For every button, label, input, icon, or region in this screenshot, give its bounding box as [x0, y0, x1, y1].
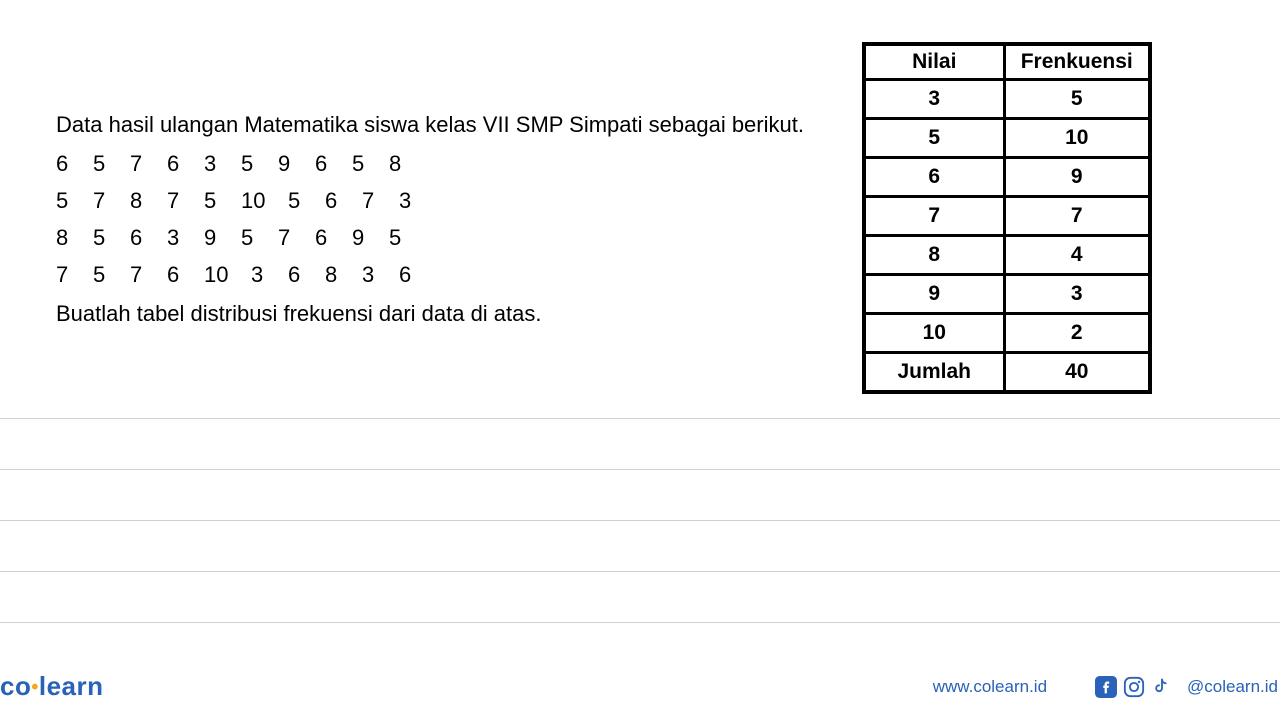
- data-value: 7: [130, 258, 167, 291]
- table-total-row: Jumlah 40: [864, 353, 1150, 393]
- data-value: 3: [399, 184, 436, 217]
- cell-nilai: 8: [864, 236, 1004, 275]
- data-value: 10: [204, 258, 251, 291]
- data-value: 3: [251, 258, 288, 291]
- footer-right: www.colearn.id @colearn.id: [933, 676, 1278, 698]
- data-value: 5: [204, 184, 241, 217]
- logo-co: co: [0, 671, 31, 701]
- data-value: 6: [167, 258, 204, 291]
- data-value: 8: [130, 184, 167, 217]
- data-value: 7: [278, 221, 315, 254]
- website-url: www.colearn.id: [933, 677, 1047, 697]
- data-value: 6: [130, 221, 167, 254]
- cell-nilai: 7: [864, 197, 1004, 236]
- data-value: 7: [362, 184, 399, 217]
- table-row: 8 4: [864, 236, 1150, 275]
- data-value: 5: [93, 147, 130, 180]
- table-row: 7 7: [864, 197, 1150, 236]
- cell-freq: 10: [1004, 119, 1150, 158]
- data-value: 6: [315, 147, 352, 180]
- data-value: 5: [93, 258, 130, 291]
- data-value: 5: [389, 221, 426, 254]
- data-value: 9: [352, 221, 389, 254]
- data-value: 7: [93, 184, 130, 217]
- logo-dot-icon: •: [31, 677, 39, 699]
- data-value: 5: [241, 221, 278, 254]
- cell-nilai: 9: [864, 275, 1004, 314]
- ruled-lines: [0, 418, 1280, 673]
- problem-section: Data hasil ulangan Matematika siswa kela…: [56, 108, 804, 330]
- cell-freq: 3: [1004, 275, 1150, 314]
- data-value: 5: [241, 147, 278, 180]
- tiktok-icon: [1151, 676, 1173, 698]
- cell-freq: 5: [1004, 80, 1150, 119]
- data-value: 8: [389, 147, 426, 180]
- data-value: 6: [325, 184, 362, 217]
- cell-total-value: 40: [1004, 353, 1150, 393]
- table-row: 6 9: [864, 158, 1150, 197]
- data-value: 6: [288, 258, 325, 291]
- table-row: 3 5: [864, 80, 1150, 119]
- data-value: 5: [352, 147, 389, 180]
- ruled-line: [0, 520, 1280, 521]
- data-row: 8 5 6 3 9 5 7 6 9 5: [56, 221, 804, 254]
- main-content: Data hasil ulangan Matematika siswa kela…: [0, 0, 1280, 720]
- cell-total-label: Jumlah: [864, 353, 1004, 393]
- cell-freq: 7: [1004, 197, 1150, 236]
- facebook-icon: [1095, 676, 1117, 698]
- data-value: 6: [167, 147, 204, 180]
- ruled-line: [0, 571, 1280, 572]
- problem-intro: Data hasil ulangan Matematika siswa kela…: [56, 108, 804, 141]
- logo-learn: learn: [39, 671, 104, 701]
- brand-logo: co•learn: [0, 671, 104, 702]
- data-value: 6: [399, 258, 436, 291]
- data-row: 6 5 7 6 3 5 9 6 5 8: [56, 147, 804, 180]
- ruled-line: [0, 469, 1280, 470]
- table-header-frekuensi: Frenkuensi: [1004, 44, 1150, 80]
- data-value: 9: [204, 221, 241, 254]
- table-body: 3 5 5 10 6 9 7 7 8 4 9 3: [864, 80, 1150, 393]
- data-value: 3: [204, 147, 241, 180]
- data-value: 5: [56, 184, 93, 217]
- table-row: 5 10: [864, 119, 1150, 158]
- problem-instruction: Buatlah tabel distribusi frekuensi dari …: [56, 297, 804, 330]
- ruled-line: [0, 622, 1280, 623]
- data-grid: 6 5 7 6 3 5 9 6 5 8 5 7 8 7 5 10 5 6 7: [56, 147, 804, 291]
- social-icons: [1095, 676, 1173, 698]
- data-value: 7: [130, 147, 167, 180]
- data-row: 5 7 8 7 5 10 5 6 7 3: [56, 184, 804, 217]
- cell-nilai: 5: [864, 119, 1004, 158]
- cell-freq: 4: [1004, 236, 1150, 275]
- table-row: 9 3: [864, 275, 1150, 314]
- ruled-line: [0, 418, 1280, 419]
- data-value: 7: [167, 184, 204, 217]
- cell-nilai: 6: [864, 158, 1004, 197]
- footer: co•learn www.colearn.id @colearn.id: [0, 671, 1280, 702]
- data-value: 6: [315, 221, 352, 254]
- data-value: 10: [241, 184, 288, 217]
- cell-freq: 2: [1004, 314, 1150, 353]
- data-value: 5: [93, 221, 130, 254]
- data-value: 8: [56, 221, 93, 254]
- data-value: 3: [362, 258, 399, 291]
- data-value: 9: [278, 147, 315, 180]
- frequency-table: Nilai Frenkuensi 3 5 5 10 6 9 7 7 8: [862, 42, 1152, 394]
- instagram-icon: [1123, 676, 1145, 698]
- data-row: 7 5 7 6 10 3 6 8 3 6: [56, 258, 804, 291]
- data-value: 8: [325, 258, 362, 291]
- table-header-nilai: Nilai: [864, 44, 1004, 80]
- cell-nilai: 10: [864, 314, 1004, 353]
- data-value: 7: [56, 258, 93, 291]
- cell-nilai: 3: [864, 80, 1004, 119]
- data-value: 5: [288, 184, 325, 217]
- data-value: 3: [167, 221, 204, 254]
- cell-freq: 9: [1004, 158, 1150, 197]
- table-row: 10 2: [864, 314, 1150, 353]
- social-handle: @colearn.id: [1187, 677, 1278, 697]
- data-value: 6: [56, 147, 93, 180]
